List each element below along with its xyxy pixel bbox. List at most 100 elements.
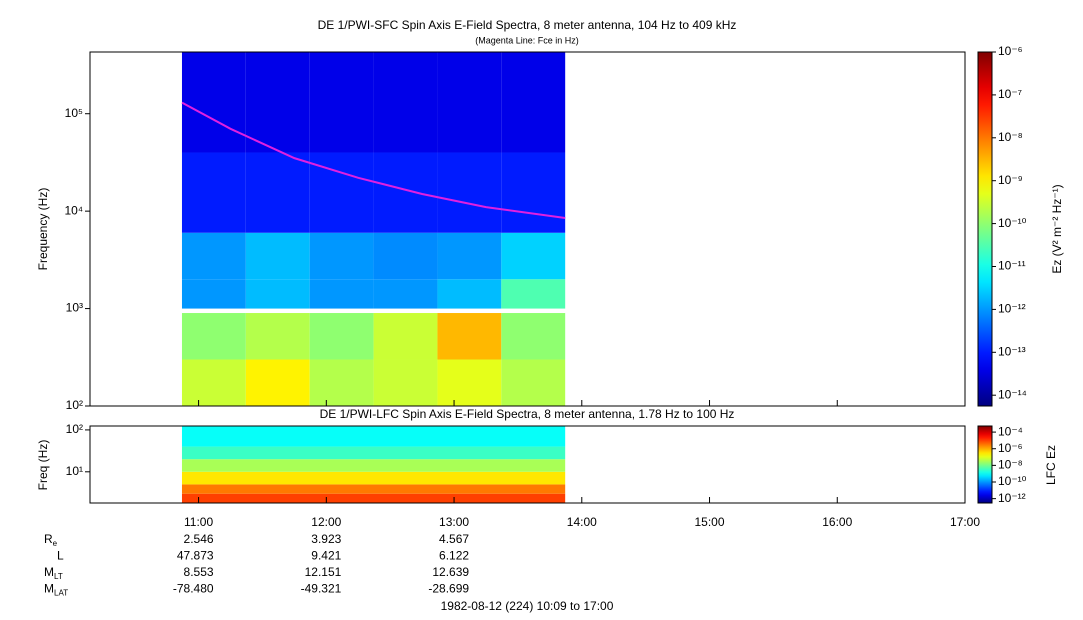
heatmap-cell (181, 313, 246, 360)
colorbar-tick-label: 10⁻⁹ (998, 173, 1023, 187)
y-tick-label: 10² (66, 398, 83, 412)
heatmap-cell (373, 152, 438, 233)
heatmap-cell (309, 232, 374, 280)
heatmap-cell (373, 52, 438, 153)
ephemeris-label: Re (44, 532, 58, 548)
ephemeris-label: MLT (44, 565, 63, 581)
colorbar-tick-label: 10⁻¹⁴ (998, 387, 1027, 401)
ephemeris-value: 9.421 (311, 549, 341, 563)
x-tick-label: 17:00 (950, 515, 980, 529)
y-axis-label: Freq (Hz) (36, 440, 50, 491)
ephemeris-value: -49.321 (301, 582, 342, 596)
heatmap-cell (373, 313, 438, 360)
y-tick-label: 10⁵ (65, 106, 83, 120)
heatmap-cell (373, 279, 438, 309)
footer: 1982-08-12 (224) 10:09 to 17:00 (441, 599, 614, 613)
ephemeris-value: 12.151 (305, 565, 342, 579)
colorbar-label: Ez (V² m⁻² Hz⁻¹) (1050, 184, 1064, 273)
heatmap-cell (245, 313, 310, 360)
ephemeris-value: 4.567 (439, 532, 469, 546)
heatmap-cell (181, 459, 566, 472)
heatmap-cell (437, 313, 502, 360)
colorbar-tick-label: 10⁻¹² (998, 491, 1026, 505)
x-tick-label: 14:00 (567, 515, 597, 529)
y-tick-label: 10² (66, 422, 83, 436)
plot-frame (89, 51, 966, 407)
ephemeris-value: 2.546 (184, 532, 214, 546)
colorbar (977, 51, 993, 407)
plot-frame (89, 425, 966, 504)
heatmap-cell (309, 313, 374, 360)
x-tick-label: 12:00 (311, 515, 341, 529)
ephemeris-label-sub: e (53, 539, 58, 548)
ephemeris-value: 6.122 (439, 549, 469, 563)
y-axis-label: Frequency (Hz) (36, 188, 50, 271)
heatmap-cell (181, 484, 566, 494)
heatmap-cell (437, 52, 502, 153)
chart-title: DE 1/PWI-SFC Spin Axis E-Field Spectra, … (318, 18, 737, 32)
heatmap-cell (245, 359, 310, 406)
colorbar (977, 425, 993, 504)
ephemeris-label-main: R (44, 532, 53, 546)
heatmap-cell (181, 471, 566, 485)
ephemeris-value: -28.699 (428, 582, 469, 596)
heatmap-cell (181, 279, 246, 309)
heatmap-cell (309, 152, 374, 233)
ephemeris-label-main: M (44, 582, 54, 596)
heatmap-cell (373, 359, 438, 406)
colorbar-tick-label: 10⁻⁶ (998, 44, 1023, 58)
heatmap-cell (181, 426, 566, 447)
heatmap-cell (245, 279, 310, 309)
heatmap-cell (245, 52, 310, 153)
ephemeris-value: 47.873 (177, 549, 214, 563)
ephemeris-value: 12.639 (432, 565, 469, 579)
heatmap-cell (309, 52, 374, 153)
heatmap-cell (245, 232, 310, 280)
ephemeris-label-main: M (44, 565, 54, 579)
chart-subtitle: (Magenta Line: Fce in Hz) (475, 35, 579, 45)
heatmap-cell (501, 152, 566, 233)
ephemeris-label-sub: LAT (54, 589, 68, 598)
heatmap-cell (501, 232, 566, 280)
ephemeris-label: MLAT (44, 582, 68, 598)
colorbar-tick-label: 10⁻⁸ (998, 130, 1023, 144)
x-tick-label: 15:00 (695, 515, 725, 529)
heatmap-cell (309, 359, 374, 406)
x-tick-label: 16:00 (822, 515, 852, 529)
colorbar-tick-label: 10⁻⁴ (998, 424, 1023, 438)
x-tick-label: 11:00 (184, 515, 213, 529)
heatmap-cell (181, 52, 246, 153)
ephemeris-value: -78.480 (173, 582, 214, 596)
heatmap-cell (501, 313, 566, 360)
heatmap-cell (181, 493, 566, 503)
heatmap-cell (181, 359, 246, 406)
ephemeris-value: 8.553 (184, 565, 214, 579)
heatmap-cell (501, 279, 566, 309)
fce-line (181, 101, 566, 220)
ephemeris-label: L (57, 549, 64, 563)
heatmap-cell (181, 446, 566, 460)
heatmap-cell (437, 359, 502, 406)
colorbar-tick-label: 10⁻⁷ (998, 87, 1022, 101)
colorbar-tick-label: 10⁻¹¹ (998, 259, 1026, 273)
heatmap-cell (181, 232, 246, 280)
y-tick-label: 10⁴ (64, 203, 83, 217)
heatmap-cell (501, 359, 566, 406)
heatmap-cell (437, 279, 502, 309)
ephemeris-label-sub: LT (54, 572, 63, 581)
colorbar-tick-label: 10⁻¹⁰ (998, 474, 1027, 488)
heatmap-cell (309, 279, 374, 309)
ephemeris-value: 3.923 (311, 532, 341, 546)
y-tick-label: 10¹ (66, 464, 83, 478)
colorbar-tick-label: 10⁻¹³ (998, 344, 1026, 358)
ephemeris-label-main: L (57, 549, 64, 563)
heatmap-cell (181, 152, 246, 233)
chart-title: DE 1/PWI-LFC Spin Axis E-Field Spectra, … (320, 407, 735, 421)
heatmap-cell (245, 152, 310, 233)
colorbar-label: LFC Ez (1044, 445, 1058, 485)
heatmap-cell (501, 52, 566, 153)
y-tick-label: 10³ (66, 301, 83, 315)
heatmap-cell (373, 232, 438, 280)
